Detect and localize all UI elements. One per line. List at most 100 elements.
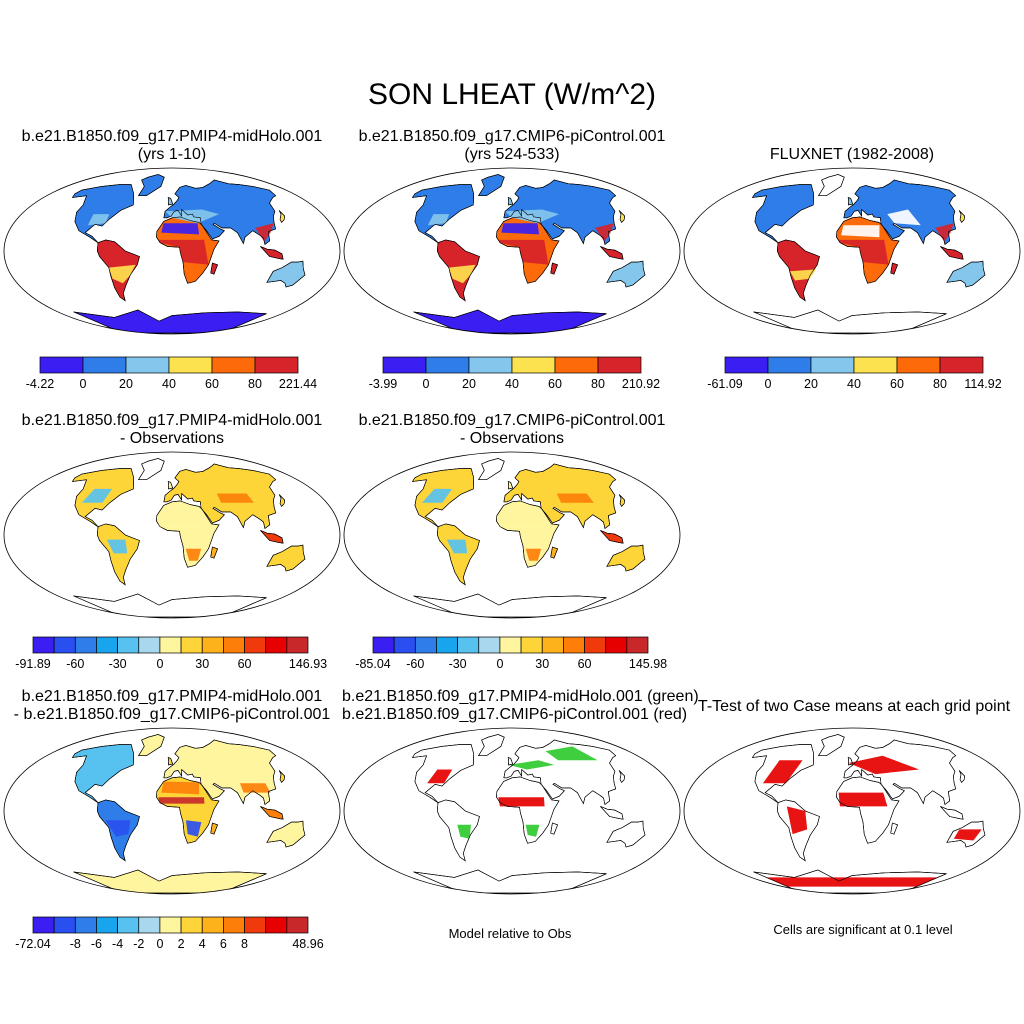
map-border	[3, 727, 341, 895]
field-patch	[525, 548, 542, 561]
colorbar-swatch	[597, 356, 642, 374]
colorbar-swatch	[223, 916, 245, 934]
colorbar-label: 4	[199, 937, 206, 951]
colorbar-label: 40	[162, 377, 176, 391]
colorbar-label: -72.04	[15, 937, 50, 951]
colorbar-swatch	[117, 636, 140, 654]
continent-namerica	[751, 184, 815, 243]
field-patch	[501, 223, 540, 235]
field-patch	[161, 781, 200, 795]
panel-title-3: FLUXNET (1982-2008)	[769, 146, 935, 163]
colorbar-1: -4.22 0 20 40 60 80 221.44	[26, 356, 338, 391]
continent-antarctica	[73, 309, 267, 334]
panel-title-6: b.e21.B1850.f09_g17.PMIP4-midHolo.001- b…	[13, 688, 331, 723]
colorbar-label: 80	[591, 377, 605, 391]
colorbar-swatch	[180, 636, 203, 654]
map-border	[343, 727, 681, 895]
colorbar-label: 6	[220, 937, 227, 951]
colorbar-swatch	[393, 636, 416, 654]
colorbar-label: 20	[462, 377, 476, 391]
colorbar-swatch	[96, 636, 118, 654]
colorbar-swatch	[499, 636, 522, 654]
colorbar-swatch	[478, 636, 501, 654]
continent-antarctica	[753, 309, 947, 334]
colorbar-label: -3.99	[369, 377, 398, 391]
colorbar-swatch	[286, 916, 309, 934]
map-border	[3, 167, 341, 335]
colorbar-label: 40	[847, 377, 861, 391]
field-patch	[427, 769, 453, 784]
colorbar-swatch	[159, 916, 182, 934]
field-patch	[239, 783, 271, 793]
colorbar-swatch	[265, 636, 288, 654]
panel-title-4: b.e21.B1850.f09_g17.PMIP4-midHolo.001- O…	[21, 412, 323, 447]
colorbar-label: -30	[109, 657, 127, 671]
colorbar-swatch	[626, 636, 649, 654]
colorbar-label: 0	[765, 377, 772, 391]
map-panel-3	[682, 166, 1022, 336]
colorbar-swatch	[96, 916, 118, 934]
colorbar-swatch	[724, 356, 769, 374]
field-patch	[505, 209, 560, 224]
map-border	[3, 451, 341, 619]
colorbar-label: 210.92	[622, 377, 660, 391]
colorbar-label: 0	[80, 377, 87, 391]
colorbar-label: 48.96	[292, 937, 323, 951]
continent-australia	[266, 260, 306, 288]
colorbar-swatch	[939, 356, 984, 374]
continent-australia	[606, 260, 646, 288]
colorbar-swatch	[853, 356, 898, 374]
colorbar-swatch	[32, 916, 55, 934]
field-patch	[935, 223, 954, 242]
colorbar-swatch	[563, 636, 585, 654]
colorbar-label: 2	[178, 937, 185, 951]
field-patch	[427, 214, 450, 226]
colorbar-label: 60	[205, 377, 219, 391]
colorbar-label: 20	[804, 377, 818, 391]
colorbar-label: 146.93	[289, 657, 327, 671]
colorbar-swatch	[117, 916, 140, 934]
map-panel-8	[682, 726, 1022, 896]
colorbar-swatch	[810, 356, 855, 374]
map-border	[343, 167, 681, 335]
colorbar-swatch	[138, 916, 161, 934]
colorbar-swatch	[74, 636, 97, 654]
colorbar-swatch	[382, 356, 427, 374]
continent-antarctica	[73, 869, 267, 894]
colorbar-label: 0	[496, 657, 503, 671]
map-border	[683, 727, 1021, 895]
colorbar-label: 60	[578, 657, 592, 671]
panel-title-1: b.e21.B1850.f09_g17.PMIP4-midHolo.001 (yr…	[21, 128, 323, 163]
colorbar-swatch	[125, 356, 170, 374]
colorbar-label: -4	[112, 937, 123, 951]
main-title: SON LHEAT (W/m^2)	[368, 78, 656, 111]
field-patch	[595, 223, 614, 242]
continent-australia	[266, 544, 306, 572]
field-patch	[953, 829, 982, 841]
continent-australia	[606, 544, 646, 572]
colorbar-swatch	[244, 636, 267, 654]
field-patch	[448, 264, 476, 284]
colorbar-swatch	[767, 356, 812, 374]
field-patch	[185, 820, 202, 837]
colorbar-label: -91.89	[15, 657, 50, 671]
field-patch	[789, 269, 817, 281]
field-patch	[762, 760, 803, 784]
colorbar-label: 8	[241, 937, 248, 951]
colorbar-label: 30	[195, 657, 209, 671]
colorbar-label: 80	[933, 377, 947, 391]
colorbar-label: 80	[248, 377, 262, 391]
field-patch	[158, 523, 205, 528]
map-panel-2	[342, 166, 682, 336]
colorbar-swatch	[74, 916, 97, 934]
colorbar-label: 0	[423, 377, 430, 391]
colorbar-swatch	[605, 636, 628, 654]
map-border	[683, 167, 1021, 335]
map-panel-5	[342, 450, 682, 620]
colorbar-swatch	[223, 636, 245, 654]
field-patch	[838, 239, 889, 265]
colorbar-swatch	[82, 356, 127, 374]
colorbar-swatch	[468, 356, 513, 374]
colorbar-label: 221.44	[279, 377, 317, 391]
field-patch	[786, 806, 808, 835]
